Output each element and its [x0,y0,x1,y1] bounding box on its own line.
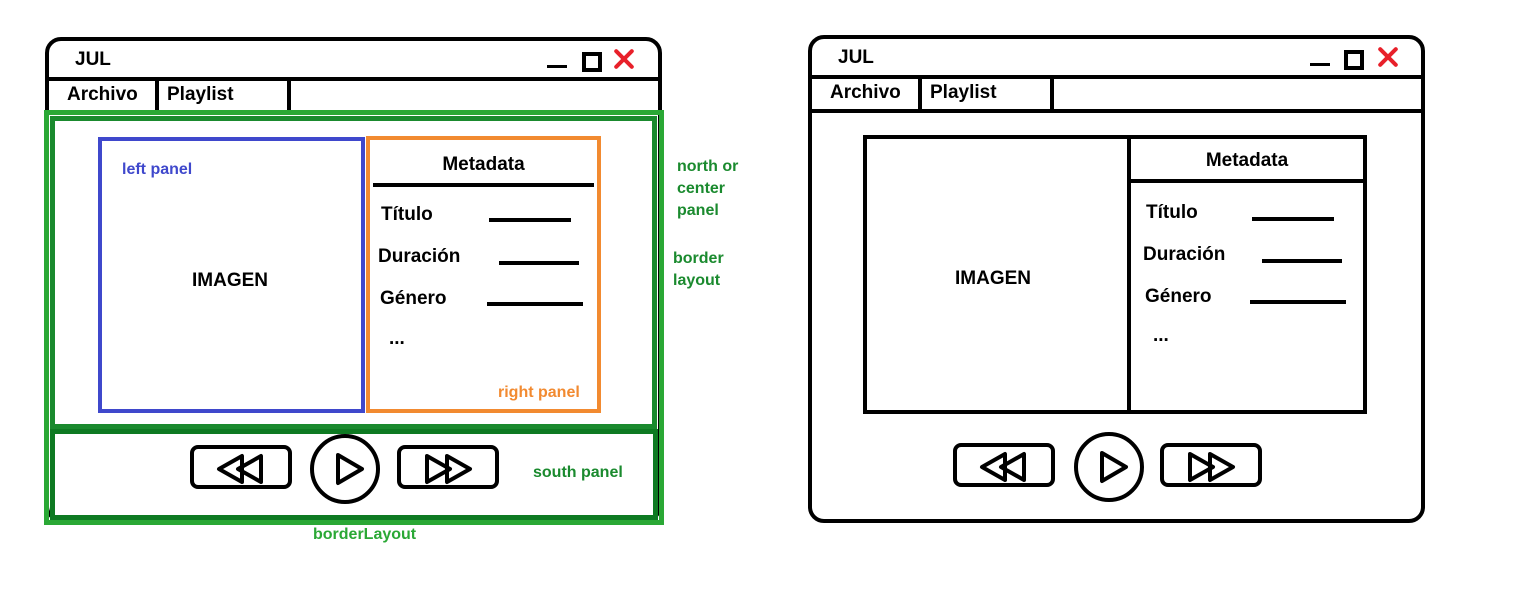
north-center-annotation: north or center panel [677,156,738,222]
north-center-annotation-line: panel [677,202,719,219]
menu-archivo[interactable]: Archivo [822,75,922,109]
menu-archivo[interactable]: Archivo [59,77,159,111]
border-layout-annotation-line: border [673,250,724,267]
rewind-icon [217,454,263,484]
field-genero-value [1250,300,1346,304]
border-layout-annotation: border layout [673,248,724,292]
field-titulo-value [1252,217,1334,221]
field-duracion-value [1262,259,1342,263]
metadata-header: Metadata [373,143,594,187]
title-bar: JUL [49,41,658,81]
menu-playlist[interactable]: Playlist [922,75,1054,109]
border-layout-bottom-annotation: borderLayout [313,526,417,543]
window-title: JUL [838,47,874,68]
field-duracion-value [499,261,579,265]
border-layout-box [44,110,664,525]
field-genero-label: Género [380,288,447,309]
image-area: IMAGEN [867,139,1131,410]
fast-forward-icon [1188,452,1235,482]
north-center-annotation-line: north or [677,158,739,175]
close-icon[interactable] [613,48,635,70]
content-frame: IMAGEN Metadata Título Duración Género .… [863,135,1367,414]
play-icon [336,453,364,485]
play-button[interactable] [310,434,380,504]
north-center-annotation-line: center [677,180,726,197]
image-placeholder-label: IMAGEN [955,268,1031,289]
maximize-icon[interactable] [582,52,602,72]
rewind-button[interactable] [953,443,1055,487]
minimize-icon[interactable] [1310,63,1330,66]
border-layout-annotation-line: layout [673,272,721,289]
play-button[interactable] [1074,432,1144,502]
field-genero-label: Género [1145,286,1212,307]
minimize-icon[interactable] [547,65,567,68]
field-duracion-label: Duración [378,246,461,267]
close-icon[interactable] [1377,46,1399,68]
left-panel-label: left panel [122,161,193,178]
fast-forward-button[interactable] [1160,443,1262,487]
field-titulo-label: Título [1146,202,1198,223]
field-titulo-label: Título [381,204,433,225]
fast-forward-icon [425,454,472,484]
more-fields-ellipsis: ... [389,328,405,349]
maximize-icon[interactable] [1344,50,1364,70]
right-panel-label: right panel [498,384,580,401]
menu-bar: Archivo Playlist [812,75,1421,113]
rewind-button[interactable] [190,445,292,489]
left-panel: left panel IMAGEN [98,137,365,413]
north-center-panel [50,116,657,429]
rewind-icon [980,452,1026,482]
clean-window: JUL Archivo Playlist IMAGEN Metadata Tít… [808,35,1425,523]
menu-playlist[interactable]: Playlist [159,77,291,111]
play-icon [1100,451,1128,483]
right-panel: Metadata Título Duración Género ... righ… [366,136,601,413]
south-panel [50,429,658,520]
title-bar: JUL [812,39,1421,79]
field-genero-value [487,302,583,306]
fast-forward-button[interactable] [397,445,499,489]
window-title: JUL [75,49,111,70]
south-panel-annotation: south panel [533,464,623,481]
metadata-header: Metadata [1131,139,1363,183]
more-fields-ellipsis: ... [1153,325,1169,346]
metadata-area: Metadata Título Duración Género ... [1131,139,1363,410]
field-duracion-label: Duración [1143,244,1226,265]
field-titulo-value [489,218,571,222]
image-placeholder-label: IMAGEN [192,270,268,291]
